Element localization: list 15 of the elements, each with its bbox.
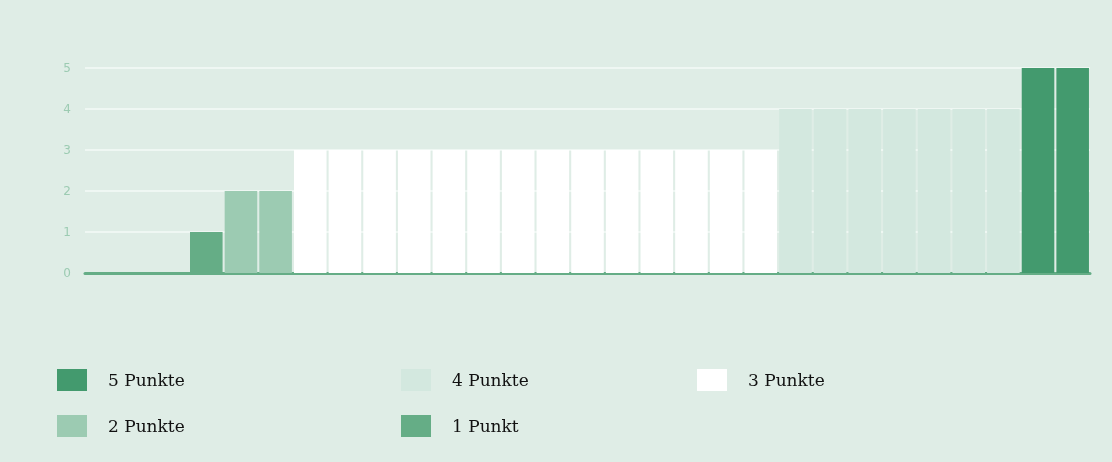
y-tick-label: 5 [63,61,71,75]
y-tick-label: 4 [63,102,71,116]
y-tick-label: 3 [63,143,71,157]
bar [224,191,258,273]
legend-label: 2 Punkte [108,416,185,436]
bar [1056,68,1089,273]
bar [259,191,292,273]
legend-label: 1 Punkt [452,416,519,436]
y-tick-label: 0 [63,266,71,280]
bar [1021,68,1055,273]
y-tick-label: 1 [63,225,71,239]
legend-label: 3 Punkte [748,370,825,390]
legend-label: 5 Punkte [108,370,185,390]
legend-label: 4 Punkte [452,370,529,390]
y-tick-label: 2 [63,184,71,198]
